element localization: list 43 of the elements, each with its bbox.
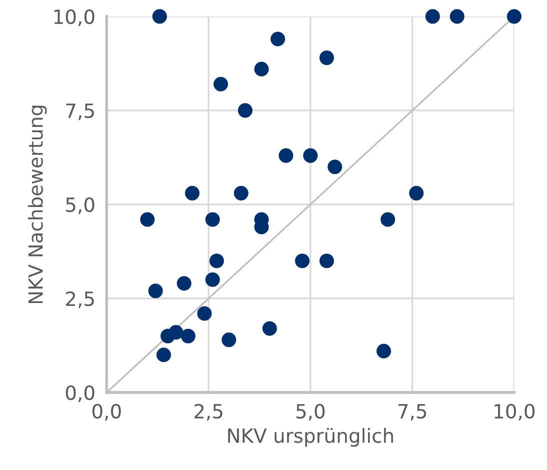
point — [197, 306, 212, 321]
y-tick-label: 0,0 — [66, 385, 94, 402]
point — [152, 9, 167, 24]
x-axis-title: NKV ursprünglich — [228, 428, 393, 447]
x-tick-label: 10,0 — [494, 404, 535, 421]
point — [156, 348, 171, 362]
point — [238, 103, 253, 118]
point — [425, 9, 440, 24]
point — [184, 186, 200, 200]
point — [328, 160, 342, 174]
point — [176, 276, 192, 291]
point — [380, 212, 396, 227]
point — [213, 76, 228, 92]
point — [234, 186, 248, 200]
y-tick-label: 2,5 — [66, 291, 94, 308]
x-tick-label: 0,0 — [92, 404, 121, 421]
point — [294, 254, 310, 268]
point — [140, 212, 155, 227]
point — [270, 32, 286, 46]
point — [409, 186, 424, 200]
point — [450, 9, 464, 24]
point — [262, 321, 277, 336]
x-tick-label: 5,0 — [296, 404, 325, 421]
point — [222, 332, 236, 348]
point — [254, 62, 269, 76]
point — [319, 254, 334, 268]
point — [180, 328, 196, 344]
point — [319, 50, 334, 66]
point — [278, 148, 294, 163]
point — [205, 212, 220, 227]
point — [160, 328, 176, 344]
point — [205, 272, 220, 287]
point — [209, 254, 224, 268]
y-tick-label: 5,0 — [66, 197, 94, 214]
point — [303, 148, 318, 163]
x-tick-label: 2,5 — [194, 404, 222, 421]
y-tick-label: 7,5 — [66, 104, 94, 120]
point — [376, 344, 392, 358]
x-tick-label: 7,5 — [398, 404, 426, 421]
y-tick-label: 10,0 — [54, 9, 94, 26]
y-axis-title: NKV Nachbewertung — [28, 106, 47, 304]
point — [506, 9, 522, 24]
point — [148, 284, 163, 298]
